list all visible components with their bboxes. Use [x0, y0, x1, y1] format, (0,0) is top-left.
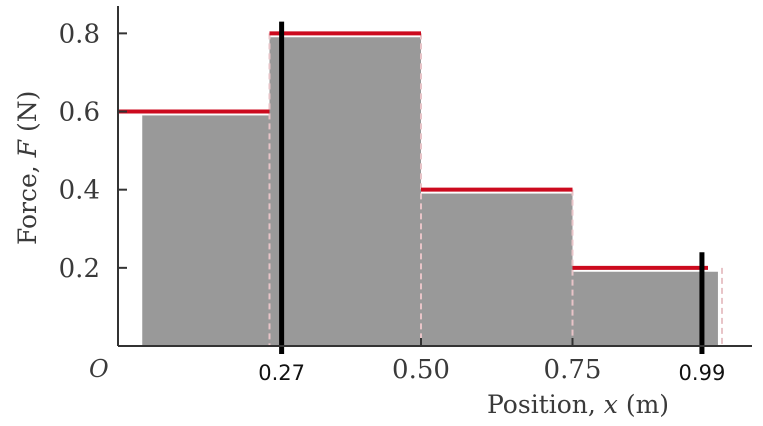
- bar-4: [572, 271, 718, 346]
- y-tick-label-0.2: 0.2: [59, 254, 100, 284]
- force-steps-layer: [118, 31, 708, 270]
- bar-1: [142, 115, 270, 346]
- x-tick-label-0.50: 0.50: [392, 355, 450, 385]
- origin-label: O: [89, 355, 109, 383]
- dashed-edges-layer: [268, 33, 723, 346]
- bar-2: [269, 37, 421, 346]
- y-axis-label: Force, F (N): [13, 91, 42, 245]
- bars-layer: [142, 37, 718, 346]
- marker-label-0.27: 0.27: [258, 361, 305, 385]
- x-axis-label: Position, x (m): [487, 390, 669, 419]
- x-tick-label-0.75: 0.75: [544, 355, 602, 385]
- bar-3: [421, 193, 573, 346]
- y-ticks-layer: 0.2 0.4 0.6 0.8: [59, 19, 127, 284]
- y-tick-label-0.4: 0.4: [59, 176, 100, 206]
- markers-layer: 0.27 0.99: [258, 21, 726, 385]
- y-tick-label-0.6: 0.6: [59, 98, 100, 128]
- x-ticks-layer: 0.50 0.75: [392, 338, 601, 385]
- marker-label-0.99: 0.99: [679, 361, 726, 385]
- y-tick-label-0.8: 0.8: [59, 19, 100, 49]
